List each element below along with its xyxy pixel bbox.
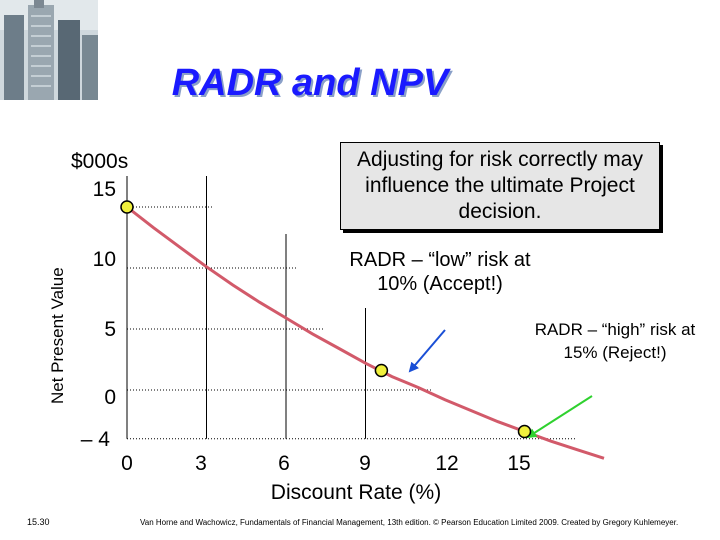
x-tick-label: 0 [121,452,133,475]
skyscraper-photo [0,0,98,100]
y-tick-label: 10 [92,248,116,271]
data-point [120,200,134,214]
data-point [517,424,532,439]
y-tick-label: 0 [104,386,116,409]
x-tick-label: 6 [278,452,290,475]
y-axis-unit: $000s [71,150,129,173]
x-tick-label: 15 [507,452,531,475]
high-risk-arrow [526,395,593,439]
x-axis-label: Discount Rate (%) [270,481,442,504]
y-tick-label: 15 [92,178,116,201]
high-risk-callout: RADR – “high” risk at 15% (Reject!) [534,320,696,362]
y-tick-label: – 4 [80,428,110,451]
decision-note-text: Adjusting for risk correctly may influen… [357,148,643,223]
x-tick-label: 9 [359,452,371,475]
x-tick-label: 12 [435,452,459,475]
y-tick-label: 5 [104,318,116,341]
citation-footer: Van Horne and Wachowicz, Fundamentals of… [140,518,679,527]
slide-number: 15.30 [27,517,50,527]
low-risk-arrow [408,329,446,373]
low-risk-callout: RADR – “low” risk at 10% (Accept!) [349,249,531,295]
x-tick-label: 3 [195,452,207,475]
slide-title: RADR and NPV [171,62,449,104]
data-point [374,363,389,378]
decision-note-box: Adjusting for risk correctly may influen… [340,142,660,230]
y-axis-label: Net Present Value [48,267,67,404]
